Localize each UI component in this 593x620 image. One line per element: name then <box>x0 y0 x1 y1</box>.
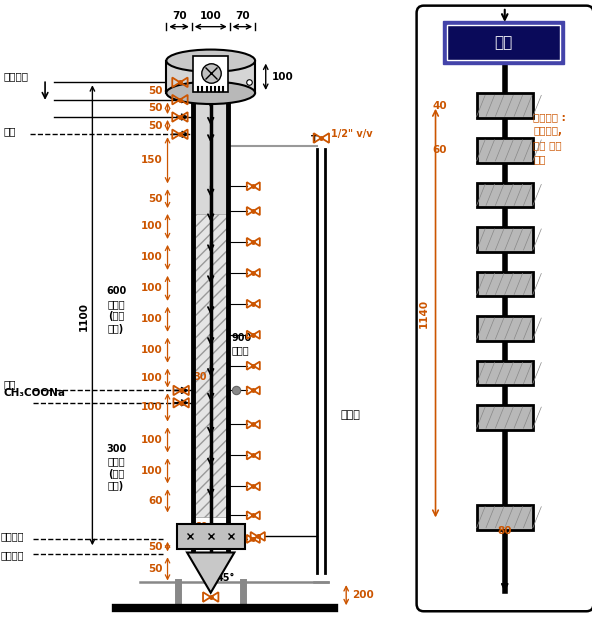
FancyBboxPatch shape <box>443 21 564 64</box>
Text: 100: 100 <box>141 221 163 231</box>
Text: 600
산화부
(담체
충전): 600 산화부 (담체 충전) <box>106 286 126 334</box>
Polygon shape <box>187 552 234 593</box>
Text: 처리수: 처리수 <box>341 410 361 420</box>
Bar <box>477 94 533 118</box>
Bar <box>477 505 533 529</box>
Text: 1140: 1140 <box>419 299 428 327</box>
Bar <box>195 103 227 214</box>
Text: 1100: 1100 <box>78 303 88 331</box>
Text: CH₃COONa: CH₃COONa <box>4 388 66 398</box>
Text: 45°: 45° <box>216 574 235 583</box>
Text: 100: 100 <box>141 345 163 355</box>
Text: 100: 100 <box>141 373 163 383</box>
Bar <box>477 138 533 163</box>
Text: 50: 50 <box>148 542 163 552</box>
Bar <box>195 214 227 517</box>
Ellipse shape <box>167 82 255 104</box>
Bar <box>477 272 533 296</box>
Text: 100: 100 <box>200 11 222 21</box>
Bar <box>477 182 533 207</box>
Text: T: T <box>311 135 318 145</box>
Bar <box>193 56 228 92</box>
Text: 100: 100 <box>141 252 163 262</box>
Text: 100: 100 <box>141 435 163 445</box>
Text: 150: 150 <box>141 155 163 166</box>
Text: 900
교반부: 900 교반부 <box>231 333 251 355</box>
Text: 100: 100 <box>141 402 163 412</box>
Bar <box>167 61 255 93</box>
Text: 300
탈질부
(담체
충전): 300 탈질부 (담체 충전) <box>106 444 126 491</box>
Text: 60: 60 <box>433 146 447 156</box>
Text: 100: 100 <box>272 72 294 82</box>
Bar <box>177 524 245 549</box>
FancyBboxPatch shape <box>417 6 593 611</box>
Text: 70: 70 <box>235 11 250 21</box>
Text: 역세공기: 역세공기 <box>1 531 24 541</box>
Bar <box>477 227 533 252</box>
Text: 80: 80 <box>498 526 512 536</box>
Text: 1/2" v/v: 1/2" v/v <box>331 129 373 139</box>
Text: 암모니아: 암모니아 <box>4 71 28 81</box>
Text: 50: 50 <box>148 104 163 113</box>
Bar <box>477 405 533 430</box>
Text: 역세척수: 역세척수 <box>1 551 24 560</box>
Text: 50: 50 <box>148 121 163 131</box>
Text: 70: 70 <box>172 11 186 21</box>
Bar <box>477 316 533 341</box>
Text: 60: 60 <box>195 522 208 532</box>
Text: 100: 100 <box>141 314 163 324</box>
Text: 30: 30 <box>193 372 207 382</box>
Text: 원수: 원수 <box>4 126 16 136</box>
Text: 100: 100 <box>141 283 163 293</box>
Text: 50: 50 <box>148 193 163 203</box>
Text: 200: 200 <box>352 590 374 600</box>
Text: 교반날개 :
탈부착형,
각도 조절
가능: 교반날개 : 탈부착형, 각도 조절 가능 <box>533 112 566 164</box>
Text: 60: 60 <box>148 496 163 506</box>
Text: 40: 40 <box>433 101 447 111</box>
Text: 100: 100 <box>141 466 163 476</box>
FancyBboxPatch shape <box>447 25 560 60</box>
Text: 50: 50 <box>148 564 163 574</box>
Ellipse shape <box>167 50 255 72</box>
Text: 공기: 공기 <box>4 379 16 389</box>
Text: 50: 50 <box>148 86 163 96</box>
Text: 모터: 모터 <box>495 35 513 50</box>
Bar <box>477 361 533 386</box>
